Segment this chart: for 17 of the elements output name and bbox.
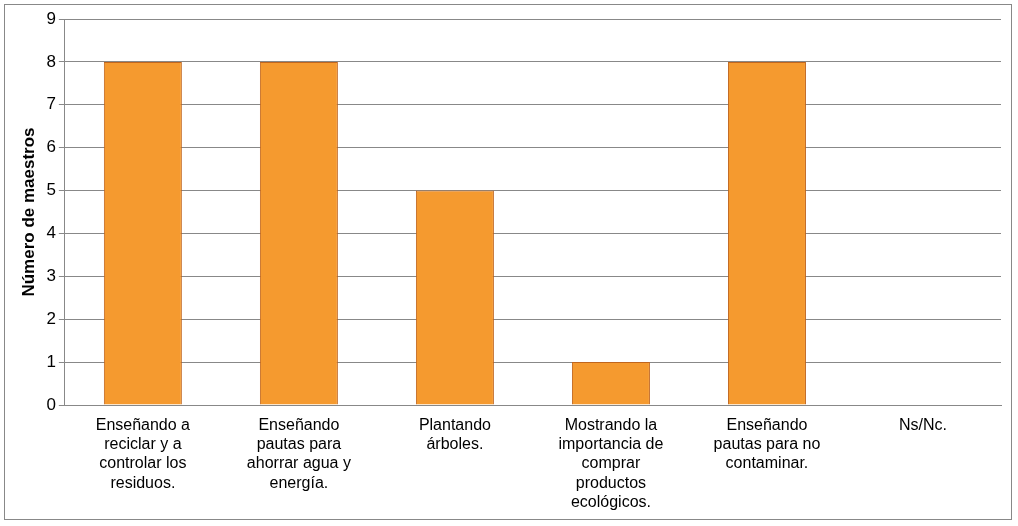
y-axis-title: Número de maestros	[18, 127, 38, 297]
y-tick-label: 8	[46, 51, 56, 71]
x-tick-label: Enseñando pautas para ahorrar agua y energía.	[246, 416, 351, 491]
y-tick-label: 6	[46, 137, 56, 157]
y-tick-label: 1	[46, 351, 56, 371]
x-tick-label: Mostrando la importancia de comprar productos ecológicos.	[558, 416, 664, 510]
x-tick-label: Enseñando pautas para no contaminar.	[713, 416, 821, 472]
x-tick-label: Plantando árboles.	[418, 416, 492, 453]
y-tick-label: 0	[46, 394, 56, 414]
y-tick-label: 2	[46, 308, 56, 328]
x-tick-label: Ns/Nc.	[898, 416, 947, 434]
y-tick-label: 3	[46, 266, 56, 286]
y-tick-label: 5	[46, 180, 56, 200]
x-tick-label: Enseñando a reciclar y a controlar los residuos.	[95, 416, 191, 491]
y-tick-label: 4	[46, 223, 56, 243]
y-tick-label: 7	[46, 94, 56, 114]
y-tick-label: 9	[46, 8, 56, 28]
